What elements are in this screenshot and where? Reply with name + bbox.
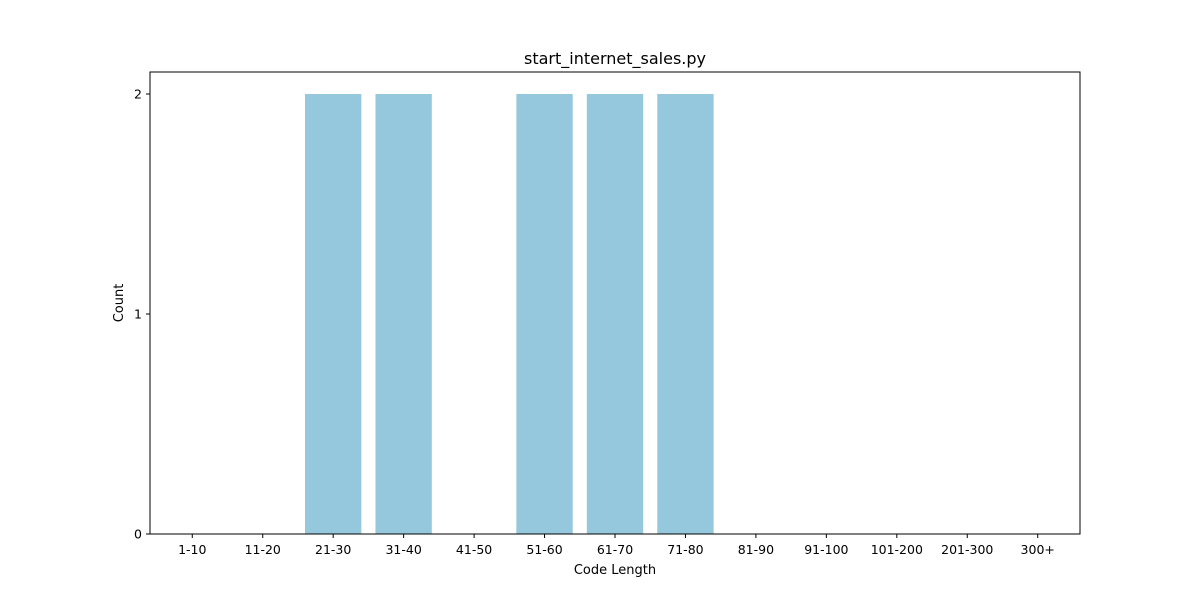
bar-61-70 (586, 94, 644, 534)
y-tick-label: 2 (134, 87, 142, 102)
x-tick-label: 21-30 (315, 542, 351, 557)
x-tick-label: 11-20 (245, 542, 281, 557)
x-tick-label: 201-300 (941, 542, 993, 557)
y-tick-label: 0 (134, 527, 142, 542)
x-tick-label: 101-200 (871, 542, 923, 557)
bar-21-30 (305, 94, 362, 534)
x-tick-label: 41-50 (456, 542, 492, 557)
x-axis-ticks: 1-10 11-20 21-30 31-40 41-50 51-60 61-70 71-80 8… (178, 534, 1055, 557)
chart-title: start_internet_sales.py (524, 49, 706, 69)
bar-51-60 (516, 94, 573, 534)
x-tick-label: 31-40 (385, 542, 421, 557)
x-axis-label: Code Length (574, 563, 656, 578)
x-tick-label: 61-70 (597, 542, 633, 557)
y-axis-ticks: 0 1 2 (134, 87, 150, 542)
x-tick-label: 300+ (1021, 542, 1055, 557)
y-tick-label: 1 (134, 307, 142, 322)
bar-31-40 (375, 94, 432, 534)
x-tick-label: 51-60 (526, 542, 562, 557)
x-tick-label: 81-90 (738, 542, 774, 557)
bars-layer (305, 94, 714, 534)
x-tick-label: 1-10 (178, 542, 206, 557)
x-tick-label: 91-100 (804, 542, 848, 557)
bar-71-80 (657, 94, 714, 534)
y-axis-label: Count (112, 284, 127, 323)
x-tick-label: 71-80 (667, 542, 703, 557)
